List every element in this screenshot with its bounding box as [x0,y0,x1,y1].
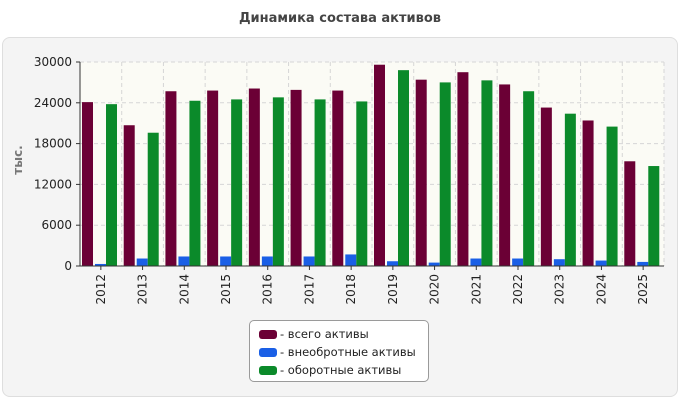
legend-swatch-total [259,329,277,339]
bar-total [374,64,385,266]
bar-noncurrent [512,258,524,266]
x-tick-label: 2018 [344,274,358,305]
legend-label-noncurrent: - внеобротные активы [280,345,416,359]
bar-total [290,89,302,266]
bar-noncurrent [136,258,148,266]
bar-current [564,113,576,267]
chart-title: Динамика состава активов [238,11,442,26]
bar-noncurrent [470,258,482,266]
bar-noncurrent [428,262,440,266]
bar-total [499,84,511,266]
bar-current [314,99,326,267]
bar-current [106,104,117,266]
x-tick-label: 2014 [177,274,191,305]
x-tick-label: 2015 [219,274,233,305]
bar-noncurrent [220,256,232,266]
bar-noncurrent [595,260,607,266]
y-tick-label: 18000 [34,137,72,151]
bar-current [523,91,535,267]
bar-noncurrent [303,256,315,266]
legend-label-current: - оборотные активы [280,363,402,377]
x-tick-label: 2024 [594,274,608,305]
legend-item-noncurrent: - внеобротные активы [259,343,428,361]
legend-swatch-noncurrent [259,347,277,357]
x-tick-label: 2017 [302,274,316,305]
bar-current [272,97,284,266]
x-tick-label: 2020 [428,274,442,305]
x-tick-label: 2012 [94,274,108,305]
legend-item-total: - всего активы [259,325,428,343]
x-tick-label: 2016 [261,274,275,305]
bar-total [123,125,135,267]
legend-swatch-current [259,365,277,375]
bar-total [248,88,260,267]
bar-current [648,166,660,266]
bars [82,64,660,267]
x-tick-label: 2021 [469,274,483,305]
x-tick-label: 2022 [511,274,525,305]
bar-noncurrent [637,261,649,266]
bar-total [165,91,177,267]
legend-item-current: - оборотные активы [259,361,428,379]
bar-noncurrent [553,259,565,266]
bar-current [356,101,368,266]
x-tick-label: 2023 [553,274,567,305]
bar-total [207,90,219,266]
legend: - всего активы - внеобротные активы - об… [249,320,429,382]
x-tick-label: 2019 [386,274,400,305]
bar-total [332,90,344,266]
bar-current [147,132,159,266]
bar-noncurrent [345,254,357,266]
y-tick-label: 0 [64,259,72,273]
legend-label-total: - всего активы [280,327,369,341]
bar-total [415,79,427,267]
y-tick-label: 30000 [34,55,72,69]
x-axis-ticks: 2012 2013 2014 2015 2016 2017 2018 2019 2020 2021… [94,266,650,305]
bar-current [398,70,409,266]
y-tick-label: 6000 [41,218,72,232]
bar-current [481,80,493,266]
y-axis-label: тыс. [11,145,25,174]
bar-noncurrent [387,261,398,266]
bar-current [439,82,451,267]
bar-current [231,99,243,267]
bar-noncurrent [261,256,273,266]
bar-total [582,120,594,266]
y-tick-label: 12000 [34,177,72,191]
y-tick-label: 24000 [34,96,72,110]
x-tick-label: 2025 [636,274,650,305]
bar-total [82,102,93,267]
x-tick-label: 2013 [136,274,150,305]
bar-noncurrent [95,263,106,266]
bar-noncurrent [178,256,190,266]
bar-total [457,72,469,266]
bar-total [624,161,636,266]
bar-current [189,100,201,266]
bar-total [540,107,552,266]
bar-current [606,126,618,266]
y-axis-ticks: 0 6000 12000 18000 24000 30000 [34,55,80,273]
